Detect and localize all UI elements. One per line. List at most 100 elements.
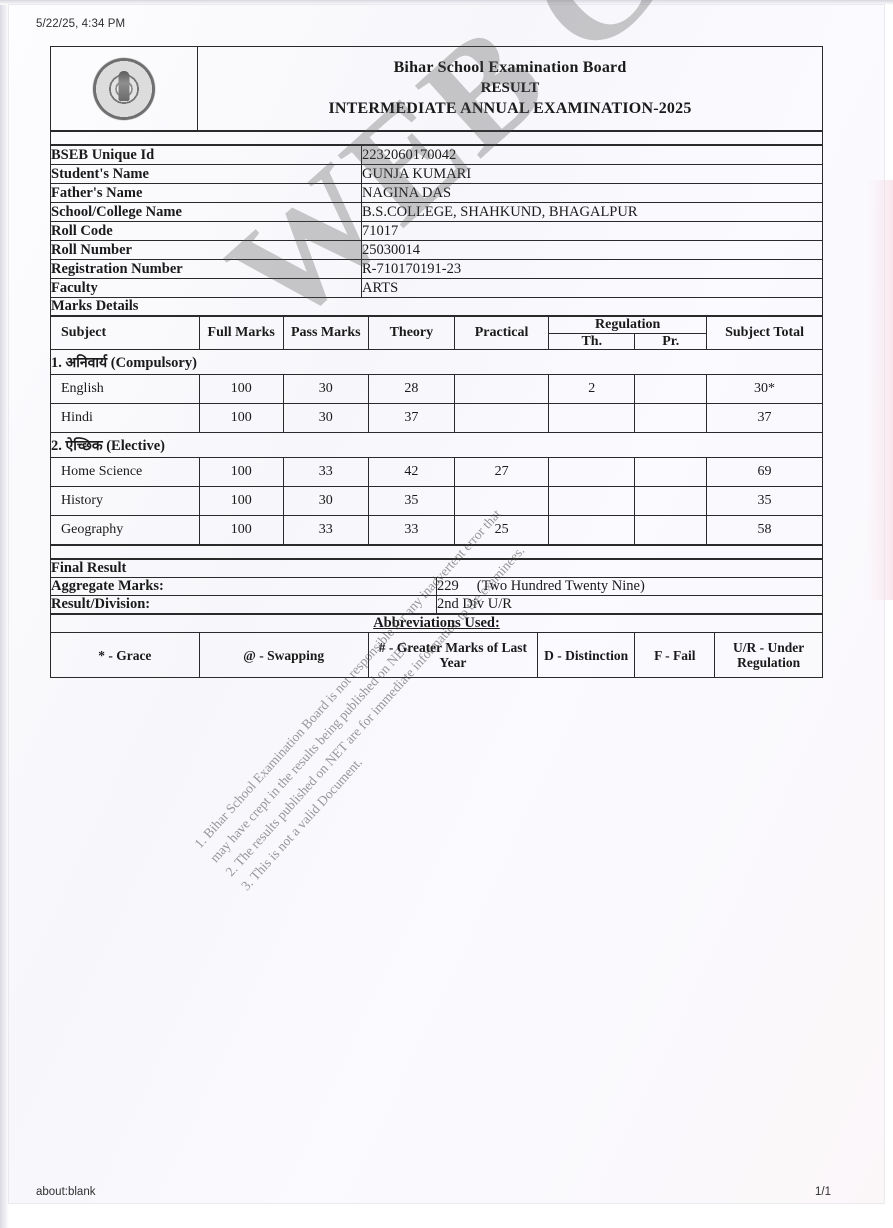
title-cell: Bihar School Examination Board RESULT IN… <box>197 46 823 131</box>
print-footer-page-number: 1/1 <box>815 1186 831 1198</box>
cell-full-marks: 100 <box>198 457 284 488</box>
info-label-faculty: Faculty <box>50 278 362 298</box>
info-label-bseb-unique-id: BSEB Unique Id <box>50 145 362 165</box>
result-label: RESULT <box>480 80 540 96</box>
col-header-practical: Practical <box>453 315 550 351</box>
print-header-timestamp: 5/22/25, 4:34 PM <box>36 18 126 30</box>
bseb-emblem-icon <box>93 57 155 120</box>
aggregate-marks-label: Aggregate Marks: <box>50 577 437 597</box>
cell-full-marks: 100 <box>198 486 284 517</box>
table-row: English 100 30 28 2 30* <box>50 374 823 405</box>
section-header-cell: 2. ऐच्छिक (Elective) <box>50 432 823 459</box>
board-name: Bihar School Examination Board <box>393 59 627 76</box>
info-value-faculty: ARTS <box>361 278 823 298</box>
info-value-registration-number: R-710170191-23 <box>361 259 823 279</box>
student-info-table: BSEB Unique Id 2232060170042 Student's N… <box>50 145 823 316</box>
abbreviations-row: * - Grace @ - Swapping # - Greater Marks… <box>50 632 823 679</box>
subject-name: Geography <box>50 515 200 546</box>
info-value-roll-number: 25030014 <box>361 240 823 260</box>
table-row: BSEB Unique Id 2232060170042 <box>50 145 823 165</box>
cell-regulation-th <box>548 486 636 517</box>
aggregate-marks-value-cell: 229 (Two Hundred Twenty Nine) <box>436 577 823 597</box>
section-number: 1. <box>51 354 62 371</box>
cell-regulation-pr <box>634 457 708 488</box>
info-label-roll-code: Roll Code <box>50 221 362 241</box>
cell-pass-marks: 33 <box>282 515 369 546</box>
table-row: School/College Name B.S.COLLEGE, SHAHKUN… <box>50 202 823 222</box>
page-left-edge-shadow <box>0 0 9 1228</box>
abbreviation-grace: * - Grace <box>50 632 200 679</box>
section-title-hindi: अनिवार्य <box>65 354 108 371</box>
table-row: Roll Code 71017 <box>50 221 823 241</box>
info-label-father-name: Father's Name <box>50 183 362 203</box>
table-row: Home Science 100 33 42 27 69 <box>50 457 823 488</box>
section-header-elective: 2. ऐच्छिक (Elective) <box>50 432 823 459</box>
cell-theory: 37 <box>367 403 455 434</box>
table-row: Registration Number R-710170191-23 <box>50 259 823 279</box>
table-row: Final Result <box>50 559 823 579</box>
cell-pass-marks: 30 <box>282 403 369 434</box>
info-value-student-name: GUNJA KUMARI <box>361 164 823 184</box>
cell-pass-marks: 33 <box>282 457 369 488</box>
info-value-father-name: NAGINA DAS <box>361 183 823 203</box>
cell-theory: 42 <box>367 457 455 488</box>
subject-name: Hindi <box>50 403 200 434</box>
subject-name: English <box>50 374 200 405</box>
emblem-cell <box>50 46 198 131</box>
col-header-regulation-pr: Pr. <box>634 332 708 351</box>
final-result-heading: Final Result <box>50 559 823 579</box>
cell-pass-marks: 30 <box>282 486 369 517</box>
marks-table: Subject Full Marks Pass Marks Theory Pra… <box>50 315 823 546</box>
table-row: Hindi 100 30 37 37 <box>50 403 823 434</box>
page-top-edge-shadow <box>0 0 893 5</box>
info-value-roll-code: 71017 <box>361 221 823 241</box>
col-header-full-marks: Full Marks <box>198 315 284 351</box>
col-header-subject: Subject <box>50 315 200 351</box>
result-division-label: Result/Division: <box>50 595 437 615</box>
cell-subject-total: 37 <box>706 403 823 434</box>
info-label-student-name: Student's Name <box>50 164 362 184</box>
print-footer-url: about:blank <box>36 1186 96 1198</box>
col-header-subject-total: Subject Total <box>706 315 823 351</box>
cell-regulation-pr <box>634 403 708 434</box>
cell-theory: 33 <box>367 515 455 546</box>
final-result-table: Final Result Aggregate Marks: 229 (Two Hu… <box>50 559 823 615</box>
cell-regulation-pr <box>634 486 708 517</box>
marks-details-heading: Marks Details <box>50 297 823 316</box>
cell-practical: 25 <box>453 515 550 546</box>
aggregate-marks-number: 229 <box>437 578 459 595</box>
cell-full-marks: 100 <box>198 515 284 546</box>
section-header-compulsory: 1. अनिवार्य (Compulsory) <box>50 349 823 376</box>
cell-subject-total: 35 <box>706 486 823 517</box>
cell-practical <box>453 403 550 434</box>
exam-name: INTERMEDIATE ANNUAL EXAMINATION-2025 <box>328 100 692 117</box>
table-row: Faculty ARTS <box>50 278 823 298</box>
table-row: Father's Name NAGINA DAS <box>50 183 823 203</box>
cell-full-marks: 100 <box>198 374 284 405</box>
section-title-hindi: ऐच्छिक <box>65 437 103 454</box>
abbreviation-under-regulation: U/R - Under Regulation <box>714 632 823 679</box>
result-division-value: 2nd Div U/R <box>436 595 823 615</box>
section-header-cell: 1. अनिवार्य (Compulsory) <box>50 349 823 376</box>
abbreviations-title: Abbreviations Used: <box>50 614 823 634</box>
abbreviation-distinction: D - Distinction <box>536 632 636 679</box>
cell-subject-total: 58 <box>706 515 823 546</box>
col-header-pass-marks: Pass Marks <box>282 315 369 351</box>
result-document: Bihar School Examination Board RESULT IN… <box>50 46 823 679</box>
table-row: Result/Division: 2nd Div U/R <box>50 595 823 615</box>
info-label-school-name: School/College Name <box>50 202 362 222</box>
cell-regulation-th <box>548 403 636 434</box>
header-row: Bihar School Examination Board RESULT IN… <box>50 46 823 131</box>
info-label-roll-number: Roll Number <box>50 240 362 260</box>
table-row: Geography 100 33 33 25 58 <box>50 515 823 546</box>
section-title-english: (Compulsory) <box>110 354 197 371</box>
spacer <box>50 131 823 145</box>
table-row: Aggregate Marks: 229 (Two Hundred Twenty … <box>50 577 823 597</box>
abbreviation-greater-marks: # - Greater Marks of Last Year <box>367 632 538 679</box>
cell-theory: 28 <box>367 374 455 405</box>
cell-regulation-th <box>548 457 636 488</box>
section-title-english: (Elective) <box>106 437 165 454</box>
cell-practical <box>453 486 550 517</box>
table-row: Roll Number 25030014 <box>50 240 823 260</box>
abbreviations-title-row: Abbreviations Used: <box>50 614 823 634</box>
